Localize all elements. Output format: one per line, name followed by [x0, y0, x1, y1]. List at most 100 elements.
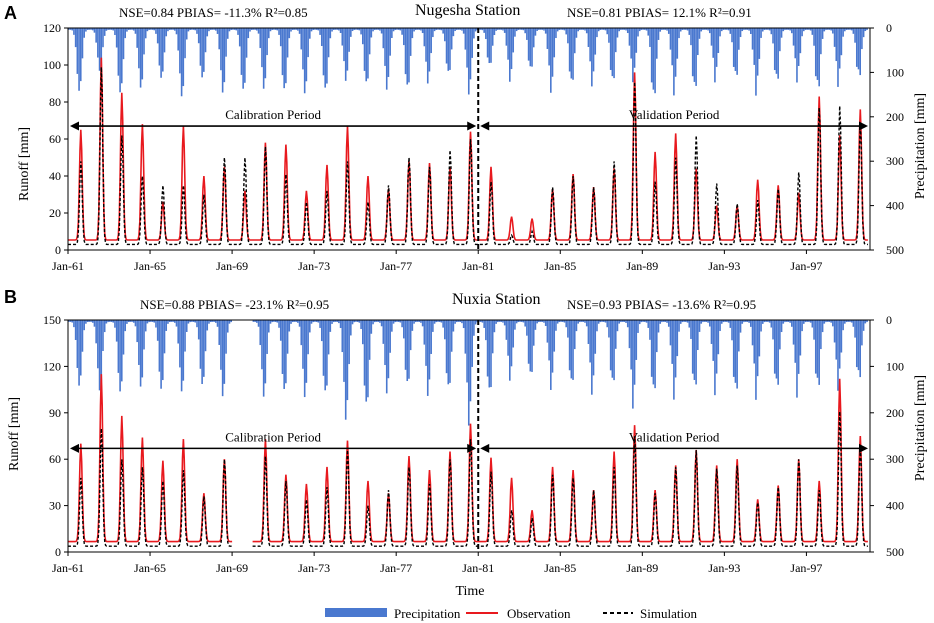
panel-a-validation-stats: NSE=0.81 PBIAS= 12.1% R²=0.91: [567, 5, 752, 20]
precipitation-bar: [127, 28, 130, 30]
precipitation-bar: [609, 28, 612, 70]
precipitation-bar: [768, 28, 771, 31]
precipitation-bar: [779, 320, 781, 350]
precipitation-bar: [315, 320, 318, 322]
precipitation-bar: [454, 320, 456, 324]
panel-a-calibration-stats: NSE=0.84 PBIAS= -11.3% R²=0.85: [119, 5, 308, 20]
precipitation-bar: [266, 28, 268, 56]
precipitation-bar: [168, 28, 171, 30]
precipitation-bar: [645, 28, 648, 31]
precipitation-bar: [708, 320, 711, 327]
precipitation-bar: [642, 28, 644, 30]
precipitation-bar: [738, 28, 740, 50]
precipitation-bar: [250, 28, 253, 30]
x-tick-label: Jan-73: [298, 561, 330, 575]
precipitation-bar: [770, 28, 773, 35]
precipitation-bar: [744, 28, 747, 30]
precipitation-bar: [432, 28, 434, 38]
precipitation-bar: [223, 320, 226, 384]
precipitation-bar: [288, 28, 291, 39]
precipitation-bar: [505, 28, 508, 46]
precipitation-bar: [763, 320, 766, 323]
precipitation-bar: [666, 320, 668, 323]
precipitation-bar: [329, 320, 332, 332]
precipitation-bar: [409, 320, 412, 351]
precipitation-bar: [247, 28, 250, 39]
panel-b-calibration-label: Calibration Period: [225, 429, 321, 444]
precipitation-bar: [491, 320, 494, 354]
precipitation-bar: [362, 28, 364, 45]
precipitation-bar: [592, 320, 595, 376]
precipitation-bar: [426, 320, 429, 396]
precipitation-bar: [305, 320, 308, 383]
precipitation-bar: [792, 320, 795, 345]
y2-tick-label: 200: [886, 110, 904, 124]
precipitation-bar: [425, 320, 427, 366]
precipitation-bar: [500, 320, 503, 322]
precipitation-bar: [560, 28, 562, 30]
precipitation-bar: [314, 28, 316, 30]
precipitation-bar: [758, 28, 761, 59]
precipitation-bar: [784, 320, 786, 323]
precipitation-bar: [563, 28, 566, 31]
precipitation-bar: [625, 320, 627, 323]
precipitation-bar: [664, 28, 667, 30]
precipitation-bar: [187, 320, 190, 324]
precipitation-bar: [285, 28, 287, 84]
precipitation-bar: [91, 28, 94, 31]
panel-b-y-axis-title: Runoff [mm]: [7, 397, 22, 471]
precipitation-bar: [837, 28, 839, 87]
precipitation-bar: [389, 320, 391, 353]
precipitation-bar: [300, 28, 303, 50]
precipitation-bar: [837, 320, 839, 391]
precipitation-bar: [302, 320, 304, 369]
precipitation-bar: [515, 320, 518, 324]
precipitation-bar: [425, 28, 427, 62]
precipitation-bar: [73, 28, 75, 35]
precipitation-bar: [773, 320, 776, 374]
precipitation-bar: [474, 28, 477, 32]
precipitation-bar: [678, 28, 680, 39]
precipitation-bar: [509, 320, 511, 381]
precipitation-bar: [584, 28, 586, 31]
precipitation-bar: [826, 28, 829, 30]
precipitation-bar: [580, 320, 583, 322]
precipitation-bar: [286, 320, 289, 354]
precipitation-bar: [814, 28, 817, 77]
precipitation-bar: [531, 28, 533, 67]
precipitation-bar: [796, 28, 798, 83]
precipitation-bar: [182, 28, 185, 87]
precipitation-bar: [601, 28, 603, 30]
precipitation-bar: [356, 28, 359, 30]
precipitation-bar: [331, 320, 333, 324]
precipitation-bar: [129, 320, 132, 322]
precipitation-bar: [534, 320, 537, 330]
precipitation-bar: [599, 28, 602, 30]
y-tick-label: 40: [49, 169, 61, 183]
precipitation-bar: [785, 28, 788, 30]
period-arrow-head: [467, 443, 477, 453]
precipitation-bar: [695, 28, 697, 86]
precipitation-bar: [809, 28, 812, 31]
precipitation-bar: [761, 28, 764, 32]
precipitation-bar: [794, 320, 797, 363]
x-tick-label: Jan-93: [708, 561, 740, 575]
precipitation-bar: [514, 320, 516, 330]
precipitation-bar: [866, 320, 868, 323]
precipitation-bar: [770, 320, 773, 328]
precipitation-bar: [861, 28, 863, 50]
precipitation-bar: [339, 320, 342, 329]
x-tick-label: Jan-85: [544, 561, 576, 575]
precipitation-bar: [490, 28, 492, 63]
precipitation-bar: [220, 28, 222, 71]
precipitation-bar: [821, 320, 824, 333]
precipitation-bar: [254, 320, 256, 322]
precipitation-bar: [820, 320, 822, 350]
x-tick-label: Jan-69: [216, 259, 248, 273]
precipitation-bar: [319, 28, 321, 35]
precipitation-bar: [777, 320, 779, 385]
precipitation-bar: [849, 28, 851, 30]
precipitation-bar: [129, 28, 132, 30]
precipitation-bar: [194, 28, 197, 31]
precipitation-bar: [170, 320, 173, 322]
